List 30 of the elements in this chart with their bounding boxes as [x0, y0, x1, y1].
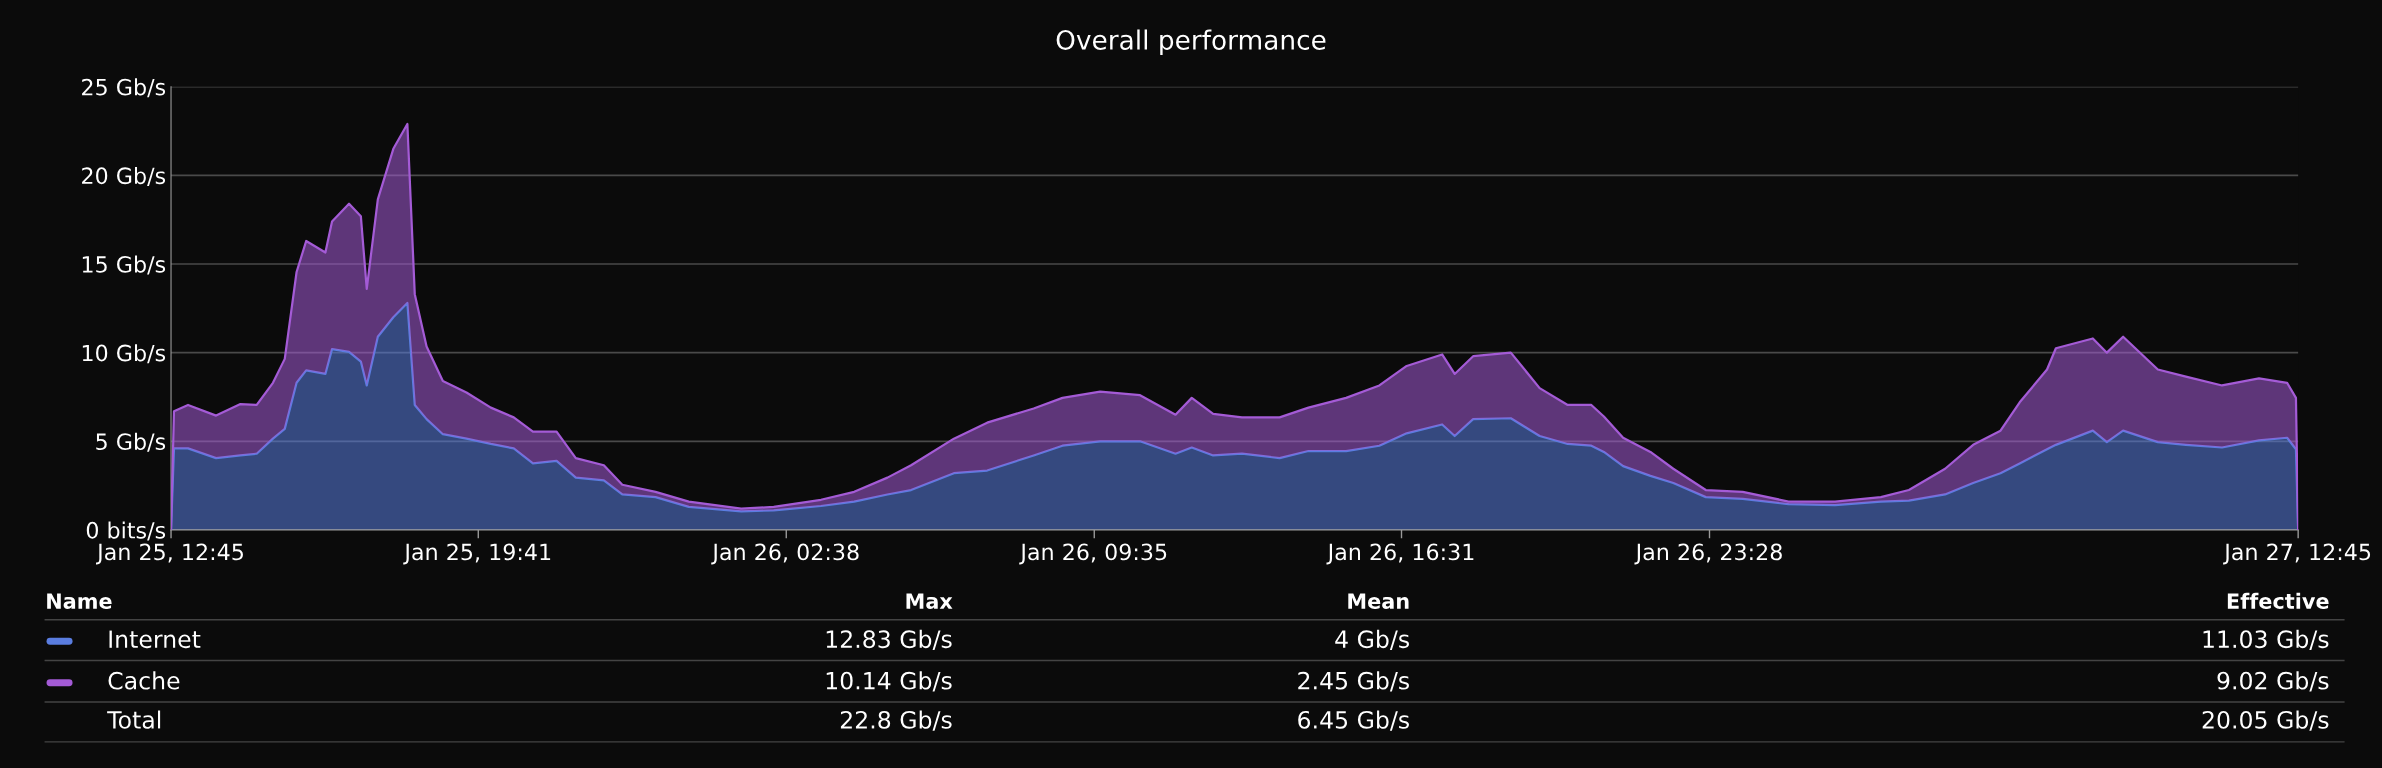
text: Max: [906, 593, 953, 609]
y-tick-label: 0 bits/s: [86, 521, 166, 541]
y-tick-label: 25 Gb/s: [82, 78, 166, 98]
text: 4 Gb/s: [1335, 629, 1409, 650]
text: 22.8 Gb/s: [840, 710, 952, 731]
text: Effective: [2227, 592, 2329, 609]
x-tick-label: Jan 26, 09:35: [1019, 543, 1167, 565]
x-tick-label: Jan 26, 02:38: [711, 543, 859, 565]
x-tick-label: Jan 25, 12:45: [96, 543, 243, 565]
text: 20.05 Gb/s: [2202, 710, 2329, 731]
y-tick-label: 15 Gb/s: [82, 255, 166, 275]
text: Name: [47, 593, 112, 609]
text: 10.14 Gb/s: [826, 671, 952, 692]
y-tick-label: 20 Gb/s: [82, 166, 166, 186]
text: Total: [107, 710, 161, 729]
text: 6.45 Gb/s: [1298, 710, 1409, 731]
x-tick-label: Jan 26, 16:31: [1326, 543, 1474, 565]
x-tick-label: Jan 27, 12:45: [2223, 543, 2371, 565]
x-tick-label: Jan 26, 23:28: [1634, 543, 1782, 565]
text: 12.83 Gb/s: [826, 629, 952, 650]
text: Mean: [1348, 593, 1409, 609]
chart-title: Overall performance: [1056, 29, 1326, 56]
text: 2.45 Gb/s: [1298, 671, 1409, 692]
legend-label: Cache: [108, 671, 180, 690]
y-tick-label: 5 Gb/s: [96, 432, 166, 452]
text: 11.03 Gb/s: [2203, 629, 2329, 650]
x-tick-label: Jan 25, 19:41: [403, 543, 551, 565]
y-tick-label: 10 Gb/s: [82, 344, 166, 364]
text: 9.02 Gb/s: [2217, 671, 2329, 692]
legend-label: Internet: [109, 630, 201, 649]
